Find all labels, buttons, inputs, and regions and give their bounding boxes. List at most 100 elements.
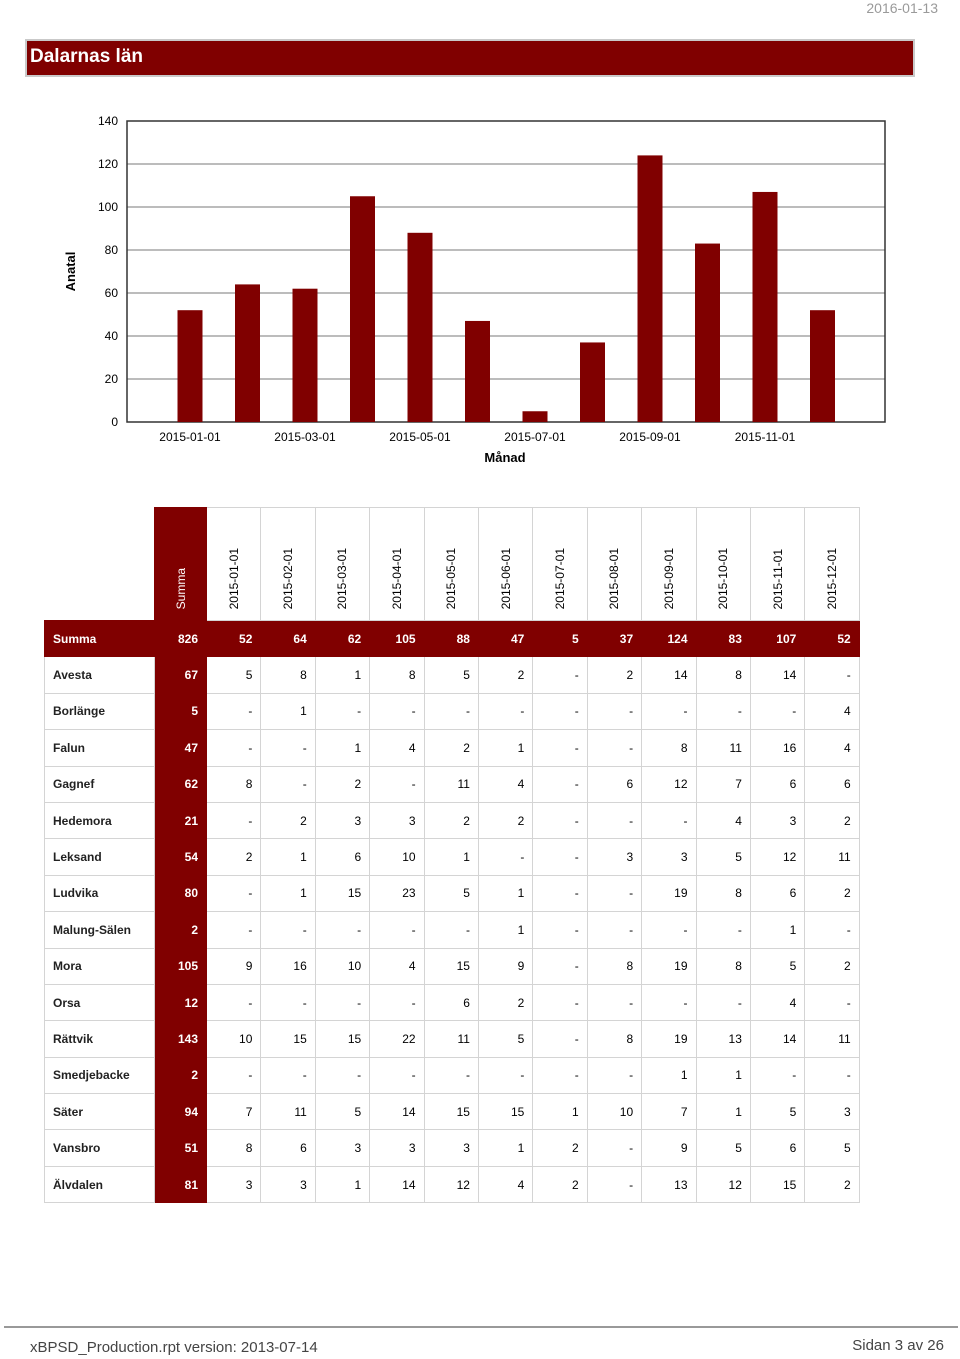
table-cell: 6 xyxy=(749,1129,806,1167)
table-cell: 4 xyxy=(695,801,751,840)
table-cell: 10 xyxy=(369,838,425,876)
table-cell: - xyxy=(477,838,534,876)
table-cell: 2 xyxy=(804,947,860,985)
table-row: Rättvik 143 10 15 15 22 11 5-8 19 13 14 11 xyxy=(44,1020,860,1058)
table-row: Säter 94 7 11 5 14 15 15 1 10 7 1 5 3 xyxy=(44,1093,860,1131)
table-cell: - xyxy=(532,947,588,985)
bar-2015-01-01 xyxy=(177,310,203,422)
table-cell: 15 xyxy=(423,1093,479,1131)
table-cell: - xyxy=(586,1129,643,1167)
y-tick-label: 80 xyxy=(105,243,119,257)
bar-2015-02-01 xyxy=(235,284,260,422)
table-cell: 2 xyxy=(804,874,860,913)
table-cell: - xyxy=(369,1056,425,1095)
column-header: 2015-12-01 xyxy=(804,507,860,621)
table-cell: 3 xyxy=(369,1129,425,1167)
data-table: Summa 2015-01-01 2015-02-01 2015-03-01 2015-… xyxy=(44,507,860,1204)
table-cell: - xyxy=(532,692,588,731)
row-total: 12 xyxy=(154,983,207,1022)
row-label: Ludvika xyxy=(44,874,155,913)
table-cell: - xyxy=(532,983,588,1022)
table-cell: 15 xyxy=(477,1093,534,1131)
row-label: Avesta xyxy=(44,656,155,694)
table-cell: - xyxy=(314,911,371,949)
table-cell: 3 xyxy=(260,1165,316,1204)
y-axis-label: Anatal xyxy=(63,252,78,292)
footer-divider xyxy=(4,1326,958,1328)
table-cell: 107 xyxy=(749,619,806,658)
table-cell: 8 xyxy=(369,656,425,694)
table-row: Ludvika 80-1 15 23 5 1- -19 8 6 2 xyxy=(44,874,860,913)
table-cell: 11 xyxy=(804,1020,860,1058)
table-cell: 1 xyxy=(314,1165,371,1204)
table-cell: 3 xyxy=(369,801,425,840)
table-row: Smedjebacke 2- - - - - - - -1 1- - xyxy=(44,1056,860,1095)
row-label: Hedemora xyxy=(44,801,155,840)
table-cell: 1 xyxy=(641,1056,697,1095)
row-total: 80 xyxy=(154,874,207,913)
table-cell: 2 xyxy=(804,801,860,840)
bar-2015-09-01 xyxy=(637,155,663,422)
table-cell: 14 xyxy=(369,1093,425,1131)
table-cell: 6 xyxy=(586,765,643,803)
table-cell: 2 xyxy=(477,801,534,840)
table-cell: 8 xyxy=(641,729,697,767)
table-cell: 5 xyxy=(532,619,588,658)
table-cell: 8 xyxy=(695,656,751,694)
column-header-label: 2015-10-01 xyxy=(716,547,731,609)
column-header: 2015-09-01 xyxy=(641,507,697,621)
table-cell: 6 xyxy=(314,838,371,876)
table-cell: - xyxy=(205,983,262,1022)
table-cell: - xyxy=(641,911,697,949)
table-cell: 12 xyxy=(423,1165,479,1204)
table-cell: 12 xyxy=(641,765,697,803)
table-cell: - xyxy=(260,1056,316,1095)
table-cell: 6 xyxy=(749,874,806,913)
table-cell: 13 xyxy=(641,1165,697,1204)
table-cell: 8 xyxy=(695,947,751,985)
table-row: Hedemora 21-2 3 3 2 2- - -4 3 2 xyxy=(44,801,860,840)
table-row: Leksand 54 2 1 6 10 1- -3 3 5 12 11 xyxy=(44,838,860,876)
table-cell: - xyxy=(532,801,588,840)
table-cell: 37 xyxy=(586,619,643,658)
table-cell: 23 xyxy=(369,874,425,913)
table-cell: - xyxy=(804,983,860,1022)
table-cell: 5 xyxy=(314,1093,371,1131)
table-corner xyxy=(45,508,155,621)
table-cell: - xyxy=(641,692,697,731)
table-cell: 1 xyxy=(749,911,806,949)
table-cell: 124 xyxy=(641,619,697,658)
table-cell: 2 xyxy=(532,1165,588,1204)
column-header-label: 2015-03-01 xyxy=(335,547,350,609)
row-label: Leksand xyxy=(44,838,155,876)
table-cell: 11 xyxy=(695,729,751,767)
table-cell: - xyxy=(695,692,751,731)
table-cell: 52 xyxy=(804,619,860,658)
table-cell: 1 xyxy=(532,1093,588,1131)
column-header-label: 2015-12-01 xyxy=(824,547,839,609)
row-label: Rättvik xyxy=(44,1020,155,1058)
table-cell: - xyxy=(260,765,316,803)
x-tick-label: 2015-03-01 xyxy=(274,430,336,444)
table-cell: - xyxy=(477,1056,534,1095)
x-axis-label: Månad xyxy=(484,450,525,465)
table-cell: - xyxy=(205,692,262,731)
table-cell: 4 xyxy=(477,1165,534,1204)
plot-border xyxy=(126,120,886,423)
table-cell: 14 xyxy=(369,1165,425,1204)
table-row: Vansbro 51 8 6 3 3 3 1 2-9 5 6 5 xyxy=(44,1129,860,1167)
table-cell: - xyxy=(532,729,588,767)
table-cell: 3 xyxy=(641,838,697,876)
row-label: Älvdalen xyxy=(44,1165,155,1204)
row-total: 94 xyxy=(154,1093,207,1131)
table-cell: 10 xyxy=(205,1020,262,1058)
table-cell: 5 xyxy=(749,1093,806,1131)
table-cell: 7 xyxy=(205,1093,262,1131)
y-tick-label: 40 xyxy=(105,329,119,343)
table-cell: 47 xyxy=(477,619,534,658)
table-cell: - xyxy=(205,801,262,840)
table-cell: 16 xyxy=(749,729,806,767)
table-cell: - xyxy=(314,983,371,1022)
y-tick-label: 20 xyxy=(105,372,119,386)
row-total: 826 xyxy=(154,619,207,658)
